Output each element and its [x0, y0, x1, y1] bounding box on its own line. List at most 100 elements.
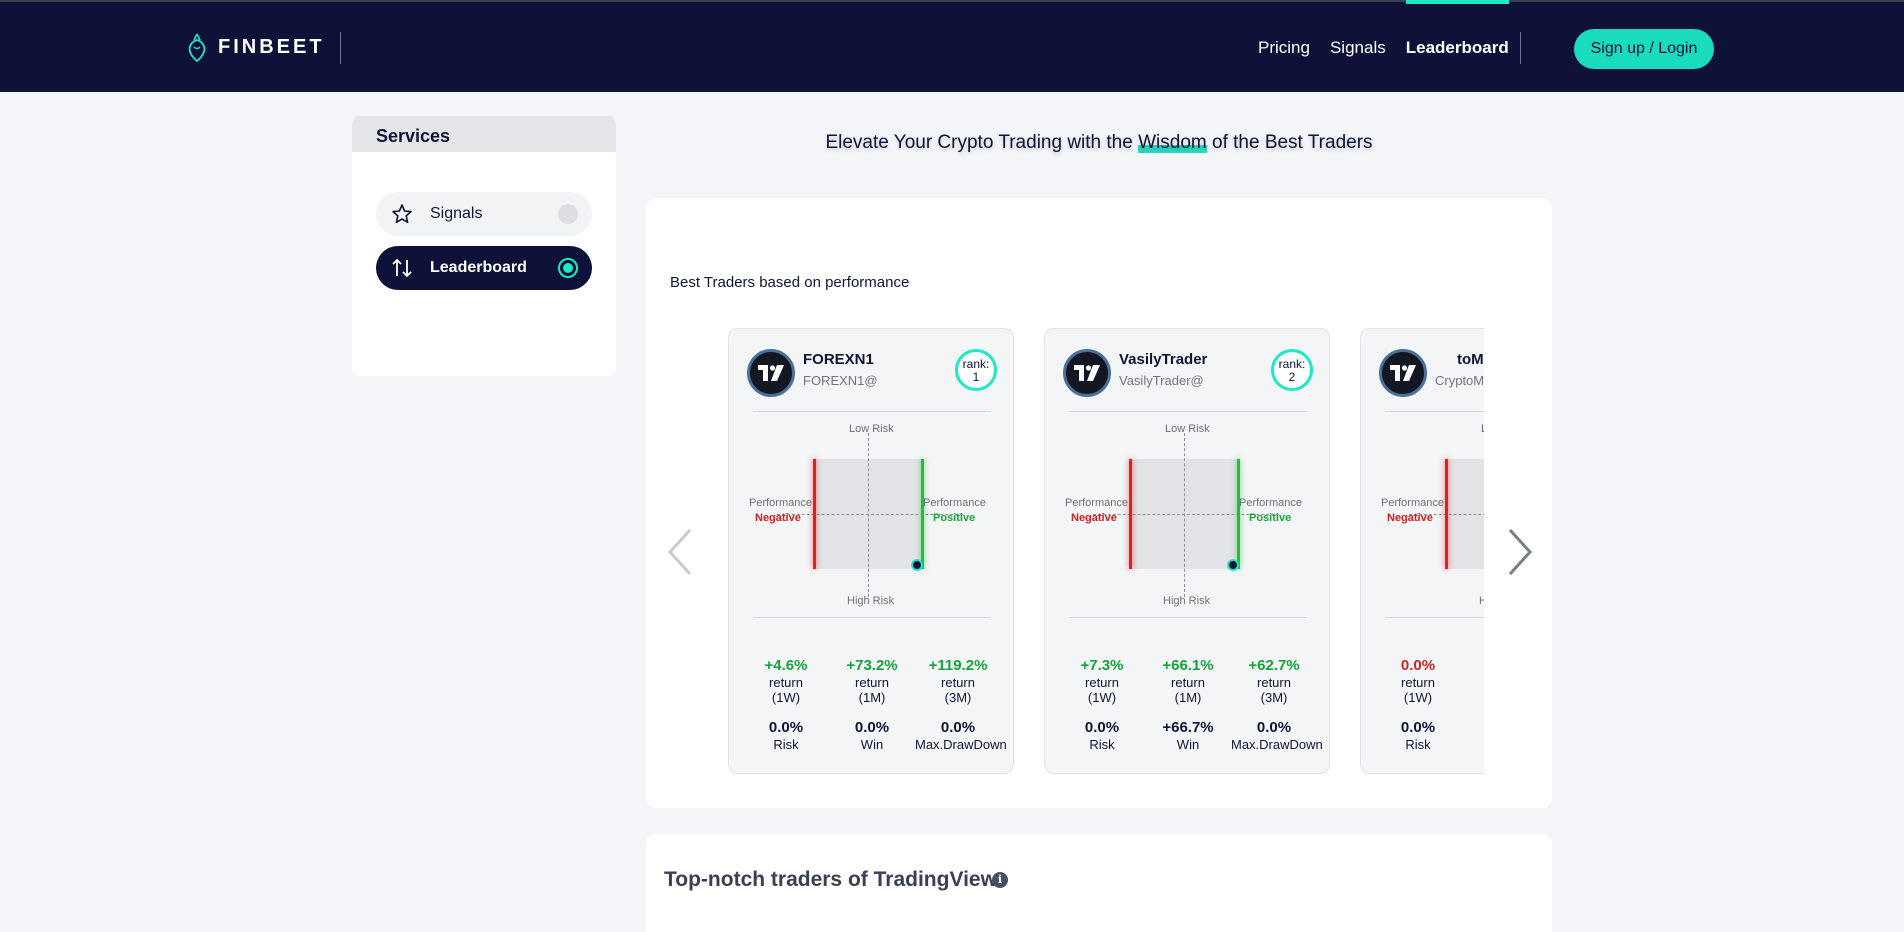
- return-period: (1M): [858, 690, 886, 705]
- risk-axis-vertical: [1184, 433, 1185, 597]
- radio-unselected[interactable]: [558, 204, 578, 224]
- carousel-next-arrow-icon[interactable]: [1506, 526, 1534, 578]
- return-stat: +73.2% return (1M): [829, 657, 915, 704]
- risk-axis-horizontal: [1093, 514, 1279, 515]
- trader-card[interactable]: VasilyTrader VasilyTrader@ rank: 2 Low Risk H…: [1044, 328, 1330, 774]
- nav-leaderboard[interactable]: Leaderboard: [1405, 0, 1509, 94]
- positive-label: Positive: [1249, 512, 1292, 524]
- beet-logo-icon: [188, 33, 206, 62]
- radio-selected[interactable]: [558, 258, 578, 278]
- metrics-row: 0.0%Risk+3: [1375, 719, 1484, 751]
- return-value: +66.1%: [1162, 657, 1214, 674]
- trader-position-dot: [1227, 559, 1239, 571]
- carousel-prev-arrow-icon[interactable]: [666, 526, 694, 578]
- metric-stat: 0.0% Risk: [743, 719, 829, 751]
- info-icon[interactable]: i: [992, 872, 1008, 888]
- low-risk-label: Low Risk: [1481, 423, 1484, 435]
- rank-badge: rank: 1: [955, 349, 997, 391]
- tradingview-logo-icon: [758, 365, 784, 381]
- sidebar-item-label: Leaderboard: [430, 259, 527, 276]
- metric-label: Max.DrawDown: [1231, 737, 1323, 752]
- return-stat: +66.1% return (1M): [1145, 657, 1231, 704]
- metric-stat: 0.0% Risk: [1375, 719, 1461, 751]
- metric-value: +3: [1461, 719, 1484, 736]
- negative-label: Negative: [1387, 512, 1433, 524]
- low-risk-label: Low Risk: [1165, 423, 1210, 435]
- metric-value: 0.0%: [1400, 719, 1436, 736]
- performance-label: Performance: [1239, 497, 1302, 509]
- positive-label: Positive: [933, 512, 976, 524]
- performance-label: Performance: [923, 497, 986, 509]
- return-label: return: [855, 675, 889, 690]
- avatar: [1379, 349, 1427, 397]
- metric-value: 0.0%: [1256, 719, 1292, 736]
- trader-name[interactable]: VasilyTrader: [1119, 351, 1208, 368]
- risk-performance-chart: Low Risk High Risk Performance Negative Perf…: [749, 419, 995, 619]
- metric-stat: 0.0% Max.DrawDown: [915, 719, 1007, 752]
- brand-logo[interactable]: FINBEET: [186, 32, 325, 62]
- return-value: +4.6%: [764, 657, 808, 674]
- nav-signals[interactable]: Signals: [1329, 38, 1386, 57]
- risk-performance-chart: Low Risk High Risk Performance Negative Perf…: [1065, 419, 1311, 619]
- sidebar-item-label: Signals: [430, 205, 483, 222]
- return-label: return: [941, 675, 975, 690]
- return-stat: +: [1461, 657, 1484, 704]
- divider: [1385, 411, 1484, 412]
- rank-label: rank:: [962, 357, 990, 371]
- metric-stat: 0.0% Win: [829, 719, 915, 751]
- panel-subtitle: Best Traders based on performance: [670, 274, 910, 291]
- trader-handle: FOREXN1@: [803, 373, 878, 388]
- trader-name[interactable]: FOREXN1: [803, 351, 874, 368]
- negative-label: Negative: [755, 512, 801, 524]
- return-label: return: [769, 675, 803, 690]
- tradingview-logo-icon: [1390, 365, 1416, 381]
- risk-axis-vertical: [868, 433, 869, 597]
- services-sidebar: Services Signals Leaderboard: [352, 116, 616, 376]
- return-period: (1W): [771, 690, 801, 705]
- trader-position-dot: [911, 559, 923, 571]
- return-stat: +4.6% return (1W): [743, 657, 829, 704]
- trader-card[interactable]: FOREXN1 FOREXN1@ rank: 1 Low Risk High Risk Pe…: [728, 328, 1014, 774]
- divider: [1069, 411, 1307, 412]
- return-label: return: [1171, 675, 1205, 690]
- star-icon: [392, 204, 412, 224]
- return-value: 0.0%: [1400, 657, 1436, 674]
- high-risk-label: High Risk: [1163, 595, 1211, 607]
- metric-stat: +3: [1461, 719, 1484, 751]
- rank-value: 1: [972, 370, 980, 384]
- metric-value: 0.0%: [940, 719, 976, 736]
- trader-carousel: FOREXN1 FOREXN1@ rank: 1 Low Risk High Risk Pe…: [728, 328, 1484, 778]
- nav-pricing[interactable]: Pricing: [1258, 38, 1310, 57]
- metrics-row: 0.0% Risk 0.0% Win 0.0% Max.DrawDown: [743, 719, 1007, 752]
- negative-bar: [813, 459, 816, 569]
- sidebar-title: Services: [352, 116, 616, 152]
- avatar: [747, 349, 795, 397]
- brand-name: FINBEET: [218, 35, 325, 58]
- return-stat: 0.0% return (1W): [1375, 657, 1461, 704]
- return-value: +: [1461, 657, 1484, 674]
- hero-heading: Elevate Your Crypto Trading with the Wis…: [646, 132, 1552, 154]
- metric-label: Max.DrawDown: [915, 737, 1007, 752]
- negative-bar: [1445, 459, 1448, 569]
- trader-handle: VasilyTrader@: [1119, 373, 1204, 388]
- risk-axis-horizontal: [777, 514, 963, 515]
- metrics-row: 0.0% Risk +66.7% Win 0.0% Max.DrawDown: [1059, 719, 1323, 752]
- divider: [1385, 617, 1484, 618]
- sort-arrows-icon: [392, 258, 412, 278]
- return-period: (3M): [1260, 690, 1288, 705]
- return-value: +73.2%: [846, 657, 898, 674]
- metric-stat: 0.0% Risk: [1059, 719, 1145, 751]
- metric-value: +66.7%: [1162, 719, 1214, 736]
- return-label: return: [1401, 675, 1435, 690]
- positive-bar: [1237, 459, 1240, 569]
- tradingview-logo-icon: [1074, 365, 1100, 381]
- trader-name[interactable]: toM: [1457, 351, 1484, 368]
- sidebar-item-leaderboard[interactable]: Leaderboard: [376, 246, 592, 290]
- return-value: +119.2%: [928, 657, 988, 674]
- signup-login-button[interactable]: Sign up / Login: [1574, 29, 1714, 69]
- sidebar-item-signals[interactable]: Signals: [376, 192, 592, 236]
- avatar: [1063, 349, 1111, 397]
- performance-label: Performance: [1381, 497, 1444, 509]
- metric-value: 0.0%: [854, 719, 890, 736]
